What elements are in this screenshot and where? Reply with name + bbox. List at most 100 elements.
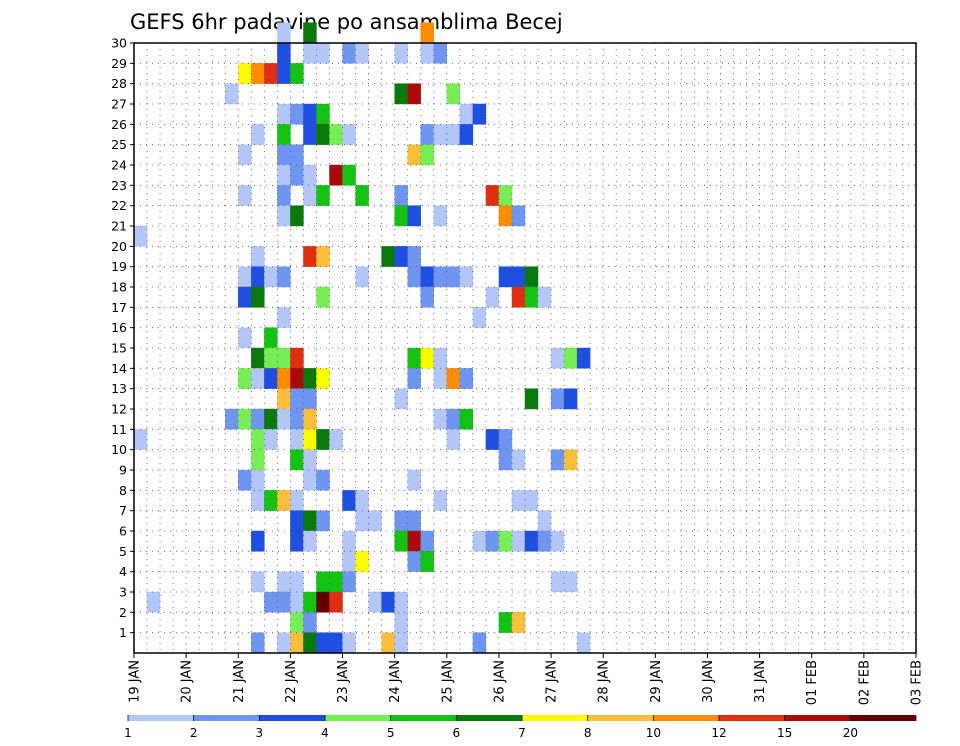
heat-cell	[316, 286, 330, 308]
x-tick-label: 27 JAN	[545, 660, 560, 703]
x-tick-label: 03 FEB	[910, 660, 925, 705]
y-tick-label: 17	[111, 300, 127, 315]
legend-swatch	[259, 715, 326, 721]
y-tick-label: 21	[111, 219, 127, 234]
heat-cell	[433, 266, 447, 288]
heat-cell	[303, 164, 317, 186]
legend-swatch	[587, 715, 654, 721]
heat-cell	[433, 490, 447, 511]
heat-cell	[316, 429, 330, 450]
heat-cell	[342, 164, 356, 186]
heat-cell	[407, 368, 421, 389]
y-tick-label: 5	[119, 544, 127, 559]
heat-cell	[290, 103, 304, 125]
heat-cell	[407, 551, 421, 572]
heat-cell	[251, 408, 265, 430]
heat-cell	[459, 103, 474, 125]
legend-label: 2	[190, 726, 198, 740]
heat-cell	[264, 429, 278, 450]
heat-cell	[277, 408, 291, 430]
heat-cell	[407, 530, 421, 552]
heat-cell	[355, 490, 369, 511]
heat-cell	[329, 124, 343, 145]
heat-cell	[472, 307, 487, 328]
heat-cell	[394, 246, 408, 267]
heat-cell	[563, 347, 578, 369]
heat-cell	[290, 591, 304, 613]
heat-cell	[485, 530, 500, 552]
heat-cell	[498, 429, 513, 450]
heat-cell	[290, 429, 304, 450]
heat-cell	[524, 530, 539, 552]
heat-cell	[537, 530, 552, 552]
heat-cell	[277, 490, 291, 511]
heat-cell	[264, 347, 278, 369]
heat-cell	[264, 327, 278, 349]
heat-cell	[433, 368, 447, 389]
heat-cell	[511, 449, 526, 471]
x-tick-label: 19 JAN	[128, 660, 143, 703]
heat-cell	[303, 469, 317, 491]
heat-cell	[238, 185, 252, 206]
heat-cell	[277, 347, 291, 369]
heat-cell	[433, 347, 447, 369]
x-tick-label: 01 FEB	[805, 660, 820, 705]
y-tick-label: 24	[111, 158, 127, 173]
heat-cell	[550, 571, 565, 593]
heat-cell	[511, 205, 526, 227]
heat-cell	[342, 551, 356, 572]
legend-label: 4	[321, 726, 329, 740]
heat-cell	[459, 266, 474, 288]
heat-cell	[459, 368, 474, 389]
legend-swatch	[719, 715, 786, 721]
heat-cell	[316, 632, 330, 654]
y-tick-label: 14	[111, 361, 127, 376]
heat-cell	[277, 42, 291, 64]
x-tick-label: 21 JAN	[232, 660, 247, 703]
heat-cell	[303, 368, 317, 389]
heat-cell	[238, 63, 252, 84]
heat-cell	[446, 408, 461, 430]
heat-cell	[407, 205, 421, 227]
heat-cell	[511, 490, 526, 511]
heat-cell	[303, 632, 317, 654]
heat-cell	[446, 83, 461, 105]
heat-cell	[316, 510, 330, 532]
heat-cell	[368, 510, 382, 532]
y-tick-label: 2	[119, 605, 127, 620]
heat-cell	[420, 144, 434, 166]
legend-swatch	[522, 715, 589, 721]
heat-cell	[238, 368, 252, 389]
heat-cell	[303, 22, 317, 44]
heat-cell	[290, 612, 304, 633]
heat-cell	[498, 612, 513, 633]
heat-cell	[394, 510, 408, 532]
heat-cell	[342, 530, 356, 552]
y-tick-label: 23	[111, 178, 127, 193]
heat-cell	[290, 164, 304, 186]
heat-cell	[342, 571, 356, 593]
heat-cell	[316, 571, 330, 593]
heat-cell	[290, 368, 304, 389]
heat-cell	[251, 571, 265, 593]
heat-cell	[511, 286, 526, 308]
heat-cell	[316, 42, 330, 64]
y-tick-label: 4	[119, 564, 127, 579]
color-legend: 1 2 3 4 5 6 7 8 10 12 15 20	[124, 715, 917, 740]
heat-cell	[277, 63, 291, 84]
y-tick-label: 20	[111, 239, 127, 254]
y-tick-label: 9	[119, 463, 127, 478]
heat-cell	[550, 530, 565, 552]
heat-cell	[394, 530, 408, 552]
cells-layer	[133, 22, 591, 654]
heat-cell	[511, 530, 526, 552]
heat-cell	[485, 185, 500, 206]
heat-cell	[264, 63, 278, 84]
heat-cell	[407, 144, 421, 166]
x-tick-label: 28 JAN	[597, 660, 612, 703]
heat-cell	[290, 347, 304, 369]
heat-cell	[498, 530, 513, 552]
y-tick-label: 18	[111, 280, 127, 295]
heat-cell	[498, 449, 513, 471]
